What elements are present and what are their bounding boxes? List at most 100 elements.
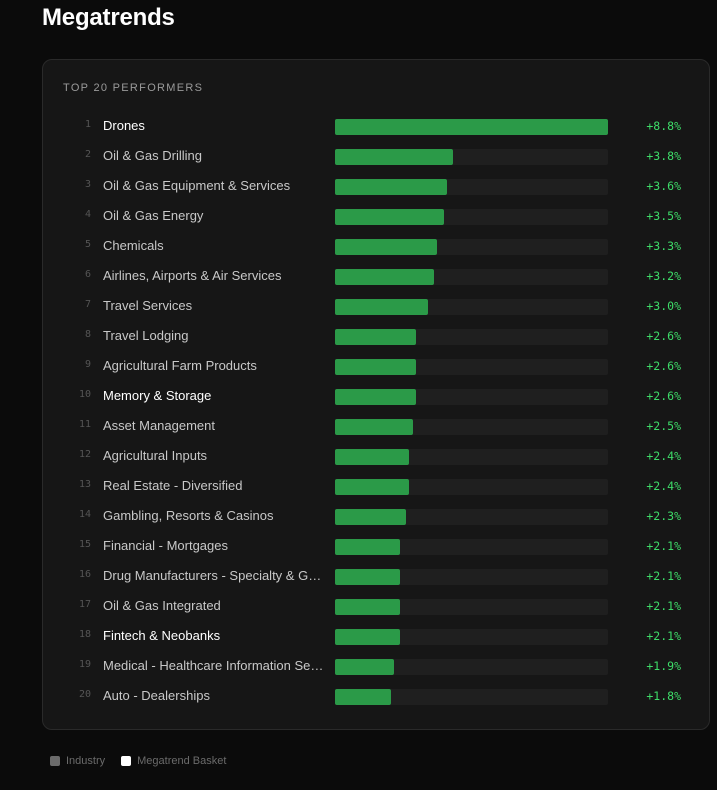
category-label: Drones	[103, 118, 145, 133]
value-label: +2.3%	[646, 509, 681, 523]
performer-row[interactable]: 14 Gambling, Resorts & Casinos +2.3%	[43, 501, 709, 531]
performer-row[interactable]: 8 Travel Lodging +2.6%	[43, 321, 709, 351]
value-label: +2.1%	[646, 539, 681, 553]
performer-row[interactable]: 12 Agricultural Inputs +2.4%	[43, 441, 709, 471]
bar	[335, 269, 434, 285]
bar-track	[335, 479, 608, 495]
performer-row[interactable]: 10 Memory & Storage +2.6%	[43, 381, 709, 411]
bar-track	[335, 209, 608, 225]
category-label: Agricultural Inputs	[103, 448, 208, 463]
bar	[335, 689, 391, 705]
category-label: Drug Manufacturers - Specialty & Generic	[103, 568, 325, 583]
category-label: Gambling, Resorts & Casinos	[103, 508, 274, 523]
rank-number: 13	[78, 479, 91, 490]
rank-number: 19	[78, 659, 91, 670]
value-label: +2.5%	[646, 419, 681, 433]
rank-number: 1	[84, 119, 91, 130]
value-label: +2.6%	[646, 389, 681, 403]
rank-number: 20	[78, 689, 91, 700]
value-label: +3.6%	[646, 179, 681, 193]
bar	[335, 119, 608, 135]
value-label: +2.4%	[646, 449, 681, 463]
value-label: +3.2%	[646, 269, 681, 283]
rank-number: 4	[84, 209, 91, 220]
rank-number: 5	[84, 239, 91, 250]
bar-track	[335, 689, 608, 705]
rank-number: 17	[78, 599, 91, 610]
legend-label: Industry	[66, 755, 106, 767]
bar-track	[335, 329, 608, 345]
bar-track	[335, 119, 608, 135]
performer-row[interactable]: 4 Oil & Gas Energy +3.5%	[43, 201, 709, 231]
performer-row[interactable]: 1 Drones +8.8%	[43, 111, 709, 141]
bar-track	[335, 389, 608, 405]
bar	[335, 569, 400, 585]
performer-row[interactable]: 16 Drug Manufacturers - Specialty & Gener…	[43, 561, 709, 591]
value-label: +1.9%	[646, 659, 681, 673]
bar	[335, 209, 444, 225]
bar	[335, 419, 413, 435]
bar	[335, 329, 416, 345]
category-label: Oil & Gas Drilling	[103, 148, 202, 163]
performer-row[interactable]: 18 Fintech & Neobanks +2.1%	[43, 621, 709, 651]
performer-row[interactable]: 11 Asset Management +2.5%	[43, 411, 709, 441]
performer-row[interactable]: 3 Oil & Gas Equipment & Services +3.6%	[43, 171, 709, 201]
performer-row[interactable]: 2 Oil & Gas Drilling +3.8%	[43, 141, 709, 171]
category-label: Oil & Gas Energy	[103, 208, 204, 223]
value-label: +2.6%	[646, 359, 681, 373]
value-label: +2.1%	[646, 629, 681, 643]
bar-track	[335, 599, 608, 615]
page-title: Megatrends	[42, 4, 175, 31]
value-label: +3.8%	[646, 149, 681, 163]
bar	[335, 629, 400, 645]
rank-number: 11	[78, 419, 91, 430]
rank-number: 12	[78, 449, 91, 460]
category-label: Travel Lodging	[103, 328, 189, 343]
value-label: +1.8%	[646, 689, 681, 703]
rank-number: 16	[78, 569, 91, 580]
bar-track	[335, 299, 608, 315]
bar	[335, 599, 400, 615]
rank-number: 8	[84, 329, 91, 340]
bar	[335, 659, 394, 675]
bar	[335, 449, 409, 465]
legend-swatch	[50, 756, 60, 766]
rank-number: 10	[78, 389, 91, 400]
value-label: +3.0%	[646, 299, 681, 313]
performer-row[interactable]: 13 Real Estate - Diversified +2.4%	[43, 471, 709, 501]
value-label: +2.1%	[646, 599, 681, 613]
performer-row[interactable]: 20 Auto - Dealerships +1.8%	[43, 681, 709, 711]
rank-number: 2	[84, 149, 91, 160]
bar-track	[335, 269, 608, 285]
performer-row[interactable]: 17 Oil & Gas Integrated +2.1%	[43, 591, 709, 621]
bar	[335, 359, 416, 375]
bar	[335, 509, 406, 525]
bar	[335, 479, 409, 495]
performer-row[interactable]: 19 Medical - Healthcare Information Servi…	[43, 651, 709, 681]
rank-number: 15	[78, 539, 91, 550]
performer-row[interactable]: 6 Airlines, Airports & Air Services +3.2%	[43, 261, 709, 291]
bar-track	[335, 509, 608, 525]
rank-number: 7	[84, 299, 91, 310]
legend-item-basket[interactable]: Megatrend Basket	[121, 755, 226, 767]
bar-track	[335, 359, 608, 375]
bar-track	[335, 419, 608, 435]
bar	[335, 389, 416, 405]
performer-row[interactable]: 7 Travel Services +3.0%	[43, 291, 709, 321]
performer-row[interactable]: 5 Chemicals +3.3%	[43, 231, 709, 261]
top-performers-panel: TOP 20 PERFORMERS 1 Drones +8.8% 2 Oil & Gas…	[42, 59, 710, 730]
bar	[335, 149, 453, 165]
category-label: Airlines, Airports & Air Services	[103, 268, 282, 283]
category-label: Medical - Healthcare Information Service…	[103, 658, 325, 673]
bar-track	[335, 659, 608, 675]
performer-row[interactable]: 15 Financial - Mortgages +2.1%	[43, 531, 709, 561]
legend-label: Megatrend Basket	[137, 755, 227, 767]
value-label: +3.5%	[646, 209, 681, 223]
bar-track	[335, 629, 608, 645]
value-label: +2.4%	[646, 479, 681, 493]
rank-number: 3	[84, 179, 91, 190]
bar-track	[335, 179, 608, 195]
legend-item-industry[interactable]: Industry	[50, 755, 105, 767]
category-label: Chemicals	[103, 238, 164, 253]
performer-row[interactable]: 9 Agricultural Farm Products +2.6%	[43, 351, 709, 381]
